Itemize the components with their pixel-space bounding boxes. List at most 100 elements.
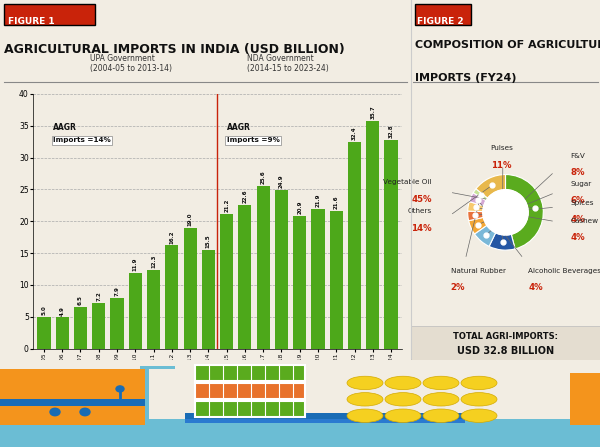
Bar — [37, 317, 50, 349]
Text: 45%: 45% — [411, 195, 432, 204]
Text: 32.8: 32.8 — [389, 124, 394, 138]
Text: 12.3: 12.3 — [151, 255, 156, 268]
Bar — [195, 401, 305, 417]
Text: AAGR: AAGR — [53, 122, 77, 131]
Bar — [195, 365, 305, 381]
Text: Others: Others — [407, 208, 432, 214]
Text: 4.9: 4.9 — [60, 306, 65, 316]
Ellipse shape — [461, 376, 497, 390]
Wedge shape — [476, 174, 505, 198]
Wedge shape — [505, 174, 543, 249]
Ellipse shape — [385, 409, 421, 422]
Circle shape — [116, 386, 124, 392]
Text: 6.5: 6.5 — [78, 295, 83, 305]
Bar — [92, 303, 106, 349]
Text: NDA Government
(2014-15 to 2023-24): NDA Government (2014-15 to 2023-24) — [247, 54, 328, 73]
Circle shape — [80, 408, 90, 416]
Bar — [385, 140, 398, 349]
Ellipse shape — [347, 376, 383, 390]
Circle shape — [50, 408, 60, 416]
Bar — [293, 215, 306, 349]
Bar — [185, 419, 465, 423]
Text: 4%: 4% — [571, 215, 585, 224]
Text: Spices: Spices — [571, 199, 594, 206]
Bar — [147, 270, 160, 349]
Text: 24.9: 24.9 — [279, 174, 284, 188]
Bar — [145, 367, 149, 419]
Text: 14%: 14% — [411, 224, 432, 233]
Wedge shape — [469, 217, 487, 234]
Bar — [0, 369, 145, 425]
Bar — [329, 211, 343, 349]
Text: 5.0: 5.0 — [41, 305, 46, 315]
Bar — [366, 121, 379, 349]
Text: AAGR: AAGR — [227, 122, 251, 131]
Bar — [56, 317, 69, 349]
Wedge shape — [468, 202, 484, 211]
Ellipse shape — [423, 392, 459, 406]
Ellipse shape — [423, 409, 459, 422]
Text: USD 32.8 BILLION: USD 32.8 BILLION — [457, 346, 554, 356]
Text: 11.9: 11.9 — [133, 257, 138, 271]
Bar — [185, 413, 465, 421]
Ellipse shape — [385, 392, 421, 406]
Text: 21.9: 21.9 — [316, 194, 320, 207]
Text: F&V: F&V — [571, 152, 586, 159]
Bar — [570, 372, 600, 425]
FancyBboxPatch shape — [415, 4, 472, 25]
Ellipse shape — [347, 392, 383, 406]
Text: 21.2: 21.2 — [224, 198, 229, 212]
Wedge shape — [473, 189, 488, 201]
Bar — [257, 186, 270, 349]
Ellipse shape — [347, 409, 383, 422]
Bar — [0, 399, 145, 406]
Wedge shape — [469, 193, 486, 206]
Text: 8%: 8% — [571, 168, 585, 177]
Text: 19.0: 19.0 — [188, 212, 193, 226]
Text: 22.6: 22.6 — [242, 189, 247, 203]
Text: COMPOSITION OF AGRICULTURAL: COMPOSITION OF AGRICULTURAL — [415, 40, 600, 50]
Text: Alcoholic Beverages: Alcoholic Beverages — [528, 268, 600, 274]
Ellipse shape — [461, 392, 497, 406]
Text: 4%: 4% — [571, 233, 585, 242]
Bar — [129, 273, 142, 349]
Bar — [0, 419, 600, 447]
Bar — [195, 383, 305, 399]
Text: 16.2: 16.2 — [169, 230, 175, 244]
Text: IMPORTS (FY24): IMPORTS (FY24) — [415, 73, 516, 83]
Bar — [348, 142, 361, 349]
Text: 21.6: 21.6 — [334, 196, 339, 209]
Bar — [165, 245, 178, 349]
Ellipse shape — [461, 409, 497, 422]
Bar — [311, 209, 325, 349]
Circle shape — [483, 190, 528, 235]
Text: AGRICULTURAL IMPORTS IN INDIA (USD BILLION): AGRICULTURAL IMPORTS IN INDIA (USD BILLI… — [4, 43, 345, 56]
Text: Vegetable Oil: Vegetable Oil — [383, 179, 432, 185]
Text: 6%: 6% — [571, 196, 585, 205]
Text: Source: DGCIS: Source: DGCIS — [33, 425, 79, 430]
Text: UPA Government
(2004-05 to 2013-14): UPA Government (2004-05 to 2013-14) — [91, 54, 172, 73]
Text: FIGURE 2: FIGURE 2 — [416, 17, 463, 26]
Bar — [220, 214, 233, 349]
Text: 4%: 4% — [528, 283, 543, 292]
Text: 32.4: 32.4 — [352, 127, 357, 140]
Bar — [202, 250, 215, 349]
Text: Natural Rubber: Natural Rubber — [451, 268, 506, 274]
Bar — [74, 307, 87, 349]
Text: FIGURE 1: FIGURE 1 — [8, 17, 55, 26]
Text: 11%: 11% — [491, 160, 512, 169]
Text: 7.9: 7.9 — [115, 287, 119, 296]
Text: 25.6: 25.6 — [260, 170, 266, 184]
Text: Pulses: Pulses — [490, 145, 513, 151]
Text: Imports =9%: Imports =9% — [227, 137, 280, 143]
Bar — [184, 228, 197, 349]
Text: 7.2: 7.2 — [96, 291, 101, 301]
Text: Imports =14%: Imports =14% — [53, 137, 111, 143]
Wedge shape — [489, 233, 515, 250]
Text: Sugar: Sugar — [571, 181, 592, 186]
Bar — [140, 366, 175, 369]
Wedge shape — [468, 211, 484, 221]
Text: Cashew: Cashew — [571, 219, 599, 224]
Bar — [110, 298, 124, 349]
FancyBboxPatch shape — [4, 4, 95, 25]
